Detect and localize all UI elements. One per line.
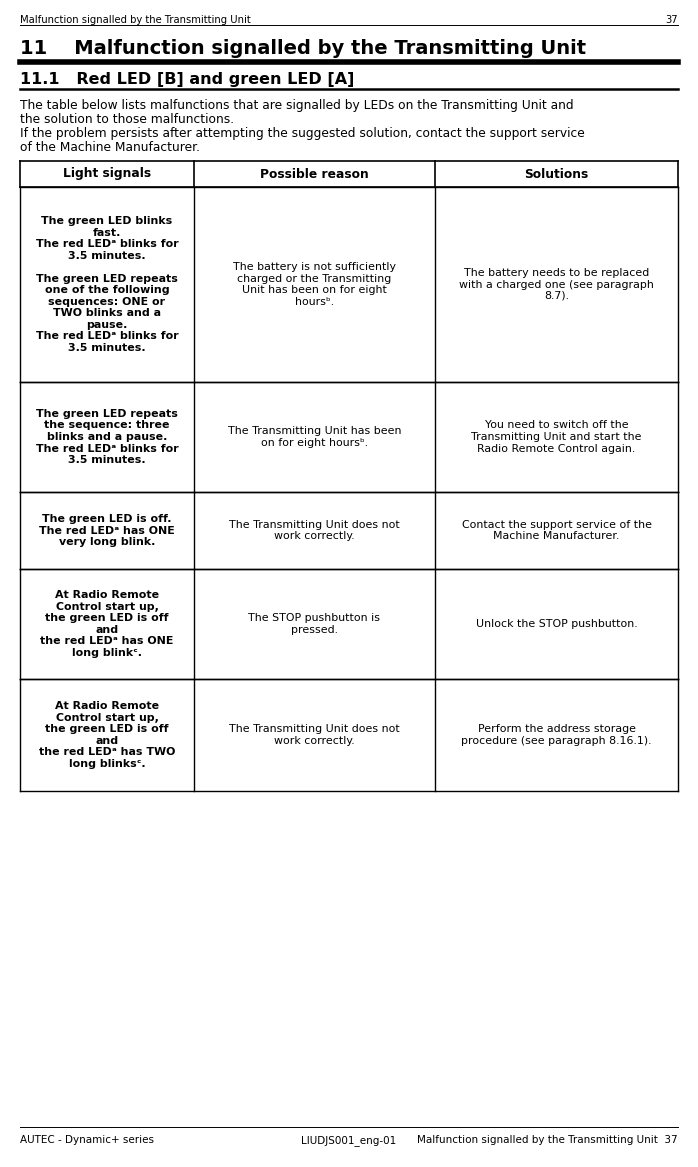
Text: 8.7).: 8.7). <box>544 291 569 301</box>
Text: the green LED is off: the green LED is off <box>45 613 169 623</box>
Text: with a charged one (see paragraph: with a charged one (see paragraph <box>459 280 654 289</box>
Text: procedure (see paragraph 8.16.1).: procedure (see paragraph 8.16.1). <box>461 735 652 746</box>
Text: Radio Remote Control again.: Radio Remote Control again. <box>477 443 636 454</box>
Text: long blinkᶜ.: long blinkᶜ. <box>72 648 142 658</box>
Text: very long blink.: very long blink. <box>59 537 155 547</box>
Text: blinks and a pause.: blinks and a pause. <box>47 432 168 442</box>
Text: 3.5 minutes.: 3.5 minutes. <box>68 251 146 260</box>
Text: LIUDJS001_eng-01: LIUDJS001_eng-01 <box>302 1135 396 1146</box>
Text: the red LEDᵃ has TWO: the red LEDᵃ has TWO <box>39 747 175 757</box>
Text: The table below lists malfunctions that are signalled by LEDs on the Transmittin: The table below lists malfunctions that … <box>20 99 574 112</box>
Text: Machine Manufacturer.: Machine Manufacturer. <box>493 531 620 541</box>
Text: work correctly.: work correctly. <box>274 735 355 746</box>
Text: Solutions: Solutions <box>524 168 588 181</box>
Text: Malfunction signalled by the Transmitting Unit: Malfunction signalled by the Transmittin… <box>20 15 251 25</box>
Text: sequences: ONE or: sequences: ONE or <box>48 296 165 307</box>
Text: the solution to those malfunctions.: the solution to those malfunctions. <box>20 113 234 126</box>
Text: The STOP pushbutton is: The STOP pushbutton is <box>248 613 380 623</box>
Text: Control start up,: Control start up, <box>56 602 158 612</box>
Text: The battery needs to be replaced: The battery needs to be replaced <box>464 268 649 278</box>
Text: Malfunction signalled by the Transmitting Unit  37: Malfunction signalled by the Transmittin… <box>417 1135 678 1145</box>
Text: The green LED repeats: The green LED repeats <box>36 408 178 419</box>
Text: The Transmitting Unit has been: The Transmitting Unit has been <box>228 426 401 436</box>
Text: Possible reason: Possible reason <box>260 168 369 181</box>
Text: At Radio Remote: At Radio Remote <box>55 701 159 711</box>
Text: Perform the address storage: Perform the address storage <box>477 725 635 734</box>
Text: The red LEDᵃ blinks for: The red LEDᵃ blinks for <box>36 239 178 250</box>
Text: AUTEC - Dynamic+ series: AUTEC - Dynamic+ series <box>20 1135 154 1145</box>
Text: the green LED is off: the green LED is off <box>45 725 169 734</box>
Text: one of the following: one of the following <box>45 285 170 295</box>
Text: The red LEDᵃ blinks for: The red LEDᵃ blinks for <box>36 443 178 454</box>
Text: and: and <box>96 624 119 635</box>
Text: the sequence: three: the sequence: three <box>44 420 170 431</box>
Text: At Radio Remote: At Radio Remote <box>55 591 159 600</box>
Text: Light signals: Light signals <box>63 168 151 181</box>
Text: You need to switch off the: You need to switch off the <box>484 420 628 431</box>
Text: The green LED blinks: The green LED blinks <box>41 216 172 226</box>
Text: The green LED is off.: The green LED is off. <box>43 513 172 524</box>
Text: TWO blinks and a: TWO blinks and a <box>53 308 161 319</box>
Text: If the problem persists after attempting the suggested solution, contact the sup: If the problem persists after attempting… <box>20 127 585 140</box>
Text: 37: 37 <box>665 15 678 25</box>
Text: The Transmitting Unit does not: The Transmitting Unit does not <box>229 519 400 530</box>
Text: pressed.: pressed. <box>291 624 338 635</box>
Text: The Transmitting Unit does not: The Transmitting Unit does not <box>229 725 400 734</box>
Text: Transmitting Unit and start the: Transmitting Unit and start the <box>471 432 641 442</box>
Text: and: and <box>96 735 119 746</box>
Text: fast.: fast. <box>93 228 121 238</box>
Text: The green LED repeats: The green LED repeats <box>36 274 178 284</box>
Text: 11.1   Red LED [B] and green LED [A]: 11.1 Red LED [B] and green LED [A] <box>20 72 355 88</box>
Text: work correctly.: work correctly. <box>274 531 355 541</box>
Text: of the Machine Manufacturer.: of the Machine Manufacturer. <box>20 141 200 154</box>
Text: The red LEDᵃ blinks for: The red LEDᵃ blinks for <box>36 331 178 341</box>
Text: hoursᵇ.: hoursᵇ. <box>295 296 334 307</box>
Text: 3.5 minutes.: 3.5 minutes. <box>68 455 146 464</box>
Text: pause.: pause. <box>87 320 128 330</box>
Text: on for eight hoursᵇ.: on for eight hoursᵇ. <box>261 438 368 448</box>
Text: 3.5 minutes.: 3.5 minutes. <box>68 343 146 352</box>
Text: Unit has been on for eight: Unit has been on for eight <box>242 285 387 295</box>
Text: The red LEDᵃ has ONE: The red LEDᵃ has ONE <box>39 525 175 536</box>
Text: long blinksᶜ.: long blinksᶜ. <box>68 759 145 769</box>
Text: the red LEDᵃ has ONE: the red LEDᵃ has ONE <box>40 636 174 647</box>
Text: Contact the support service of the: Contact the support service of the <box>461 519 651 530</box>
Text: charged or the Transmitting: charged or the Transmitting <box>237 274 392 284</box>
Text: The battery is not sufficiently: The battery is not sufficiently <box>233 263 396 272</box>
Text: Control start up,: Control start up, <box>56 713 158 722</box>
Text: Unlock the STOP pushbutton.: Unlock the STOP pushbutton. <box>476 619 637 629</box>
Text: 11    Malfunction signalled by the Transmitting Unit: 11 Malfunction signalled by the Transmit… <box>20 39 586 58</box>
